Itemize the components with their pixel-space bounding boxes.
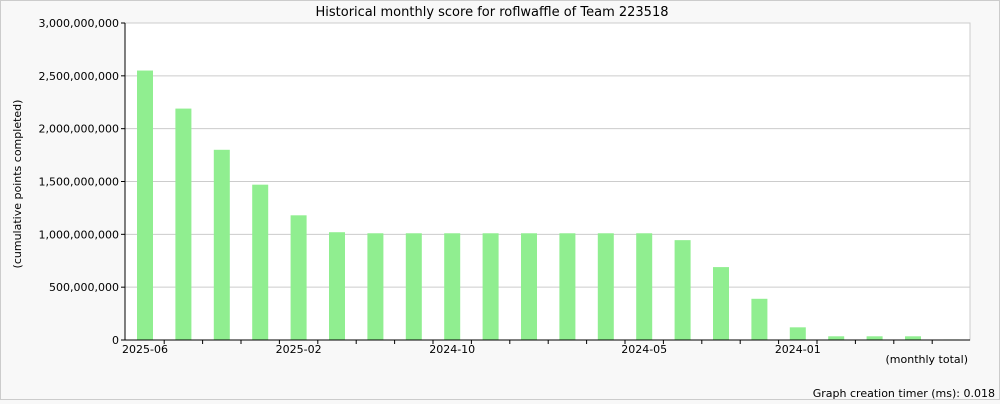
bar <box>444 233 461 340</box>
bar <box>482 233 499 340</box>
y-tick-label: 500,000,000 <box>49 281 119 294</box>
x-tick-label: 2025-02 <box>276 343 322 356</box>
y-tick-label: 3,000,000,000 <box>39 17 119 30</box>
x-axis-label: (monthly total) <box>886 353 969 366</box>
y-axis-label: (cumulative points completed) <box>11 100 24 269</box>
footer-timer: Graph creation timer (ms): 0.018 <box>813 387 995 400</box>
x-tick-label: 2024-05 <box>621 343 667 356</box>
chart-title: Historical monthly score for roflwaffle … <box>315 5 668 20</box>
bar <box>674 240 691 340</box>
x-tick-label: 2025-06 <box>122 343 168 356</box>
bar <box>751 298 768 340</box>
bar <box>252 184 269 340</box>
bar <box>367 233 384 340</box>
bar <box>137 70 153 341</box>
bars <box>137 70 960 341</box>
x-tick-label: 2024-01 <box>775 343 821 356</box>
y-tick-label: 1,000,000,000 <box>39 228 119 241</box>
x-tick-label: 2024-10 <box>429 343 475 356</box>
bar <box>329 232 345 340</box>
bar <box>213 149 230 340</box>
bar <box>828 336 845 340</box>
x-tick-labels: 2025-06 2025-02 2024-10 2024-05 2024-01 <box>122 340 933 356</box>
y-tick-label: 1,500,000,000 <box>39 176 119 189</box>
bar <box>713 267 729 340</box>
bar <box>290 215 307 340</box>
y-tick-label: 2,500,000,000 <box>39 70 119 83</box>
bar <box>905 336 921 340</box>
bar <box>559 233 576 340</box>
y-tick-labels: 0 500,000,000 1,000,000,000 1,500,000,000 2,… <box>39 17 125 347</box>
bar <box>636 233 653 340</box>
bar <box>521 233 537 340</box>
y-tick-label: 0 <box>112 334 119 347</box>
y-tick-label: 2,000,000,000 <box>39 123 119 136</box>
bar <box>789 327 806 340</box>
bar <box>175 108 192 340</box>
bar <box>405 233 422 340</box>
bar <box>597 233 614 340</box>
bar <box>866 336 883 340</box>
